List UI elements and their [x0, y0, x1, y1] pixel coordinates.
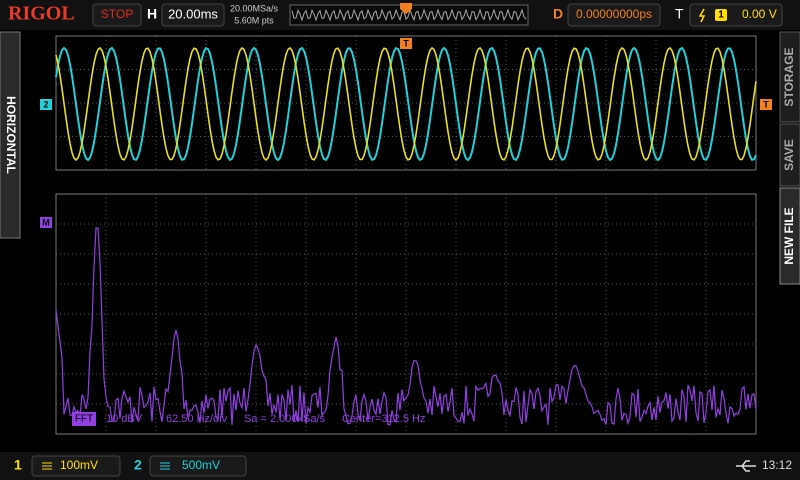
- delay[interactable]: 0.00000000ps: [576, 7, 652, 21]
- save-tab-label[interactable]: SAVE: [782, 139, 796, 171]
- math-marker-label: M: [42, 217, 50, 227]
- sample-rate: 20.00MSa/s: [230, 3, 279, 13]
- fft-sample-rate: Sa = 2.000kSa/s: [244, 413, 326, 425]
- clock: 13:12: [762, 458, 792, 472]
- ch1-scale[interactable]: 100mV: [60, 458, 98, 472]
- timebase-label: H: [147, 6, 157, 22]
- channel-2-marker-label: 2: [43, 99, 48, 109]
- trigger-level-marker-label: T: [763, 99, 769, 109]
- trigger-label: T: [675, 6, 684, 22]
- storage-tab-label[interactable]: STORAGE: [782, 47, 796, 106]
- run-status[interactable]: STOP: [101, 7, 133, 21]
- logo: RIGOL: [8, 3, 75, 25]
- fft-center: Center=312.5 Hz: [342, 413, 425, 425]
- delay-label: D: [553, 6, 563, 22]
- trigger-level: 0.00 V: [742, 7, 777, 21]
- ch1-label[interactable]: 1: [14, 457, 22, 473]
- new-file-tab-label[interactable]: NEW FILE: [782, 207, 796, 264]
- ch2-label[interactable]: 2: [134, 457, 142, 473]
- ch2-scale[interactable]: 500mV: [182, 458, 220, 472]
- trigger-source: 1: [718, 10, 724, 21]
- trigger-position-marker-label: T: [403, 38, 409, 48]
- memory-depth: 5.60M pts: [234, 15, 274, 25]
- timebase[interactable]: 20.00ms: [168, 6, 218, 21]
- horizontal-tab-label[interactable]: HORIZONTAL: [4, 96, 18, 174]
- fft-scale: 10 dBV: [106, 413, 143, 425]
- fft-hz-per-div: 62.50 Hz/div: [166, 413, 228, 425]
- fft-label: FFT: [75, 414, 93, 425]
